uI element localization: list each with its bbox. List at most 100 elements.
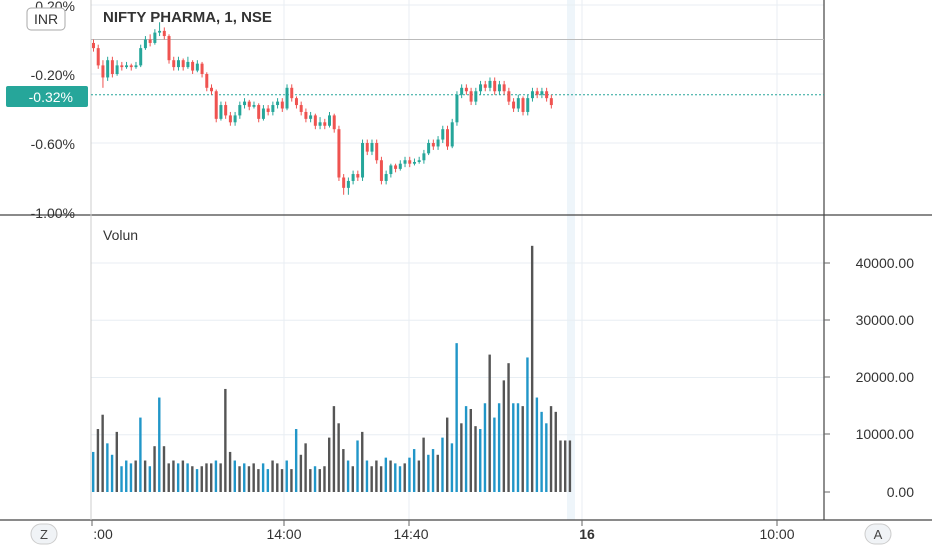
time-tick-label: 10:00	[759, 526, 794, 542]
candle	[205, 72, 209, 92]
candle	[342, 174, 346, 195]
volume-bar	[153, 446, 156, 492]
time-tick-label: 14:40	[393, 526, 428, 542]
candle	[238, 101, 242, 119]
candle	[361, 139, 365, 181]
volume-bar	[450, 443, 454, 492]
volume-bar	[540, 411, 543, 492]
candle	[167, 34, 171, 64]
volume-bar	[436, 454, 439, 492]
volume-bar	[304, 443, 307, 492]
volume-bar	[176, 463, 180, 492]
time-tick-label: 16	[579, 526, 595, 542]
candle	[101, 60, 105, 88]
volume-bar	[483, 403, 487, 492]
zoom-button[interactable]: Z	[30, 523, 58, 545]
volume-bar	[238, 466, 241, 492]
volume-bar	[106, 443, 109, 492]
volume-bar	[214, 460, 218, 492]
volume-bar	[375, 460, 378, 492]
currency-label-button[interactable]: INR	[26, 7, 66, 31]
candle	[464, 84, 468, 95]
candle	[120, 61, 124, 71]
volume-bars-group	[92, 245, 572, 492]
current-value-label: -0.32%	[29, 89, 73, 105]
candle	[195, 60, 199, 73]
volume-bar	[446, 417, 449, 492]
volume-bar	[554, 411, 557, 492]
candle	[176, 56, 180, 71]
candle	[412, 158, 416, 166]
volume-bar	[313, 466, 317, 492]
candle	[483, 80, 487, 92]
candle	[224, 101, 228, 119]
volume-bar	[535, 397, 539, 492]
candle	[346, 177, 350, 195]
volume-bar	[92, 451, 95, 492]
volume-bar	[394, 463, 397, 492]
volume-bar	[497, 403, 501, 492]
volume-bar	[266, 469, 270, 492]
volume-bar	[502, 380, 506, 492]
candle	[375, 139, 379, 164]
candle	[96, 44, 100, 69]
candle	[370, 139, 374, 156]
volume-bar	[257, 469, 260, 492]
candle	[191, 60, 195, 74]
volume-bar	[228, 451, 232, 492]
candle	[455, 91, 459, 126]
volume-bar	[323, 466, 326, 492]
candle	[158, 22, 162, 37]
volume-bar	[526, 357, 529, 492]
price-tick-label: -0.60%	[31, 136, 75, 152]
volume-bar	[564, 440, 567, 492]
volume-tick-label: 30000.00	[856, 312, 915, 328]
volume-bar	[233, 460, 236, 492]
auto-scale-button[interactable]: A	[864, 523, 892, 545]
volume-bar	[318, 469, 321, 492]
volume-bar	[328, 437, 331, 492]
candle	[313, 113, 317, 130]
volume-bar	[210, 463, 213, 492]
candle	[441, 125, 445, 143]
volume-bar	[479, 429, 482, 492]
volume-bar	[280, 469, 284, 492]
volume-bar	[417, 460, 421, 492]
price-tick-label: -1.00%	[31, 205, 75, 221]
volume-bar	[285, 460, 288, 492]
volume-bar	[186, 463, 189, 492]
candle	[143, 36, 147, 50]
volume-bar	[290, 469, 293, 492]
volume-bar	[549, 406, 553, 492]
candle	[110, 56, 114, 78]
candle	[257, 103, 261, 123]
current-value-badge: -0.32%	[6, 86, 88, 107]
volume-bar	[158, 397, 161, 492]
auto-scale-button-label: A	[874, 527, 883, 542]
candle	[545, 87, 549, 102]
grid-lines	[91, 0, 824, 520]
candle	[535, 87, 539, 99]
volume-bar	[346, 460, 350, 492]
volume-bar	[139, 417, 142, 492]
volume-bar	[545, 423, 548, 492]
volume-bar	[431, 449, 435, 492]
candle	[427, 139, 431, 156]
candles-group	[92, 22, 553, 195]
volume-bar	[276, 463, 279, 492]
candle	[512, 98, 516, 112]
volume-bar	[224, 388, 227, 492]
candle	[351, 170, 355, 185]
candle	[285, 84, 289, 111]
volume-bar	[530, 245, 534, 492]
volume-bar	[351, 466, 354, 492]
volume-tick-label: 0.00	[887, 484, 914, 500]
candle	[92, 39, 95, 52]
candle	[139, 44, 143, 68]
candle	[469, 87, 473, 106]
candle	[228, 111, 232, 126]
candle	[280, 98, 284, 112]
volume-bar	[398, 466, 402, 492]
volume-bar	[342, 449, 345, 492]
